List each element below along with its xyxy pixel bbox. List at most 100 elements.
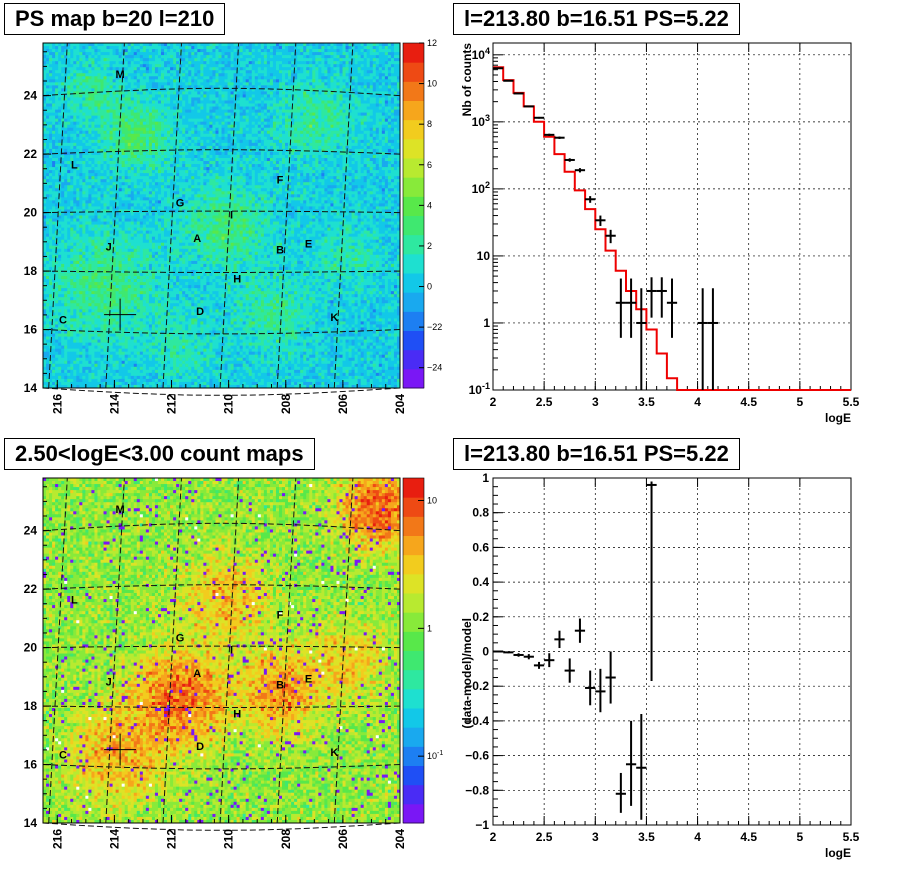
colorbar-band (403, 253, 424, 274)
colorbar-band (403, 330, 424, 351)
map-frame (42, 477, 401, 824)
graticule-lon-line (105, 42, 125, 389)
graticule-lat-line (42, 522, 401, 532)
y-tick-label: 10-1 (469, 381, 490, 397)
data-point (595, 215, 606, 226)
y-tick-label: 0 (482, 645, 489, 659)
source-label-f: F (277, 174, 284, 186)
data-point (636, 288, 647, 390)
source-label-l: L (71, 595, 78, 607)
data-points (493, 67, 719, 390)
x-tick-label: 3 (592, 830, 599, 844)
data-points (493, 481, 657, 820)
colorbar-tick-label: 0 (427, 282, 432, 292)
graticule-lon-line (162, 477, 182, 824)
colorbar-band (403, 119, 424, 140)
data-point (666, 278, 678, 338)
map-cells (43, 478, 401, 824)
x-tick-label: 214 (107, 394, 121, 414)
graticule-lat-line (42, 329, 401, 335)
source-label-g: G (176, 198, 185, 210)
x-tick-label: 212 (165, 829, 179, 849)
colorbar-band (403, 478, 424, 498)
x-tick-label: 210 (222, 394, 236, 414)
graticule-lon-line (219, 477, 240, 824)
colorbar-tick-label: 10-1 (427, 750, 443, 761)
graticule-lat-line (42, 764, 401, 770)
source-label-f: F (277, 609, 284, 621)
graticule-lat-line (42, 149, 401, 155)
x-tick-label: 2 (490, 830, 497, 844)
colorbar-band (403, 273, 424, 293)
x-tick-label: 4.5 (740, 395, 757, 409)
colorbar-band (403, 311, 424, 331)
colorbar-tick-label: 1 (427, 623, 432, 633)
data-point (615, 772, 626, 813)
x-axis-label: logE (825, 411, 851, 425)
source-label-i: I (230, 644, 233, 656)
map-ticks (43, 51, 401, 389)
colorbar-band (403, 349, 424, 370)
colorbar-band (403, 158, 424, 178)
residual-panel: 2 2.5 3 3.5 4 4.5 5 5.5 −1 −0.8 −0.6 −0.4 −0.2 0 0.2 0.… (449, 435, 898, 871)
y-tick-label: 14 (24, 381, 38, 395)
colorbar-band (403, 234, 424, 255)
y-tick-label: 18 (24, 264, 38, 278)
ps-map-title: PS map b=20 l=210 (4, 3, 226, 35)
y-tick-label: 16 (24, 758, 38, 772)
spectrum-title: l=213.80 b=16.51 PS=5.22 (453, 3, 740, 35)
colorbar-band (403, 650, 424, 671)
source-label-h: H (233, 709, 241, 721)
ps-map-panel: 14 16 18 20 22 24 216 214 212 210 208 206 204 M L F G I A E… (0, 0, 449, 435)
y-tick-label: 10 (477, 249, 491, 263)
data-point (523, 654, 534, 660)
colorbar-tick-label: 12 (427, 38, 437, 48)
count-map-title: 2.50<logE<3.00 count maps (4, 438, 315, 470)
y-axis-label: (data-model)/model (460, 618, 474, 729)
data-point (697, 288, 708, 390)
colorbar-band (403, 669, 424, 690)
colorbar-band (403, 292, 424, 312)
colorbar-band (403, 535, 424, 556)
plot-area (493, 43, 851, 390)
graticule-lon-line (276, 477, 297, 824)
x-tick-label: 2 (490, 395, 497, 409)
x-tick-label: 216 (50, 394, 64, 414)
y-tick-label: 1 (482, 471, 489, 485)
data-point (554, 630, 565, 649)
colorbar-band (403, 62, 424, 82)
graticule-lat-line (42, 705, 401, 708)
y-tick-label: −0.6 (465, 749, 489, 763)
count-map-panel: 14 16 18 20 22 24 216 214 212 210 208 206 204 M L F G I A E… (0, 435, 449, 871)
source-label-i: I (230, 209, 233, 221)
y-tick-label: 20 (24, 641, 38, 655)
data-point (513, 92, 524, 95)
y-tick-label: −0.4 (465, 714, 489, 728)
colorbar-band (403, 196, 424, 216)
data-point (625, 720, 637, 806)
colorbar-tick-label: 10 (427, 496, 437, 506)
source-label-m: M (116, 504, 125, 516)
colorbar-band (403, 688, 424, 709)
source-label-d: D (196, 741, 204, 753)
y-tick-label: −0.2 (465, 679, 489, 693)
colorbar-tick-label: 10 (427, 79, 437, 89)
graticule-lon-line (219, 42, 240, 389)
data-point (605, 651, 616, 704)
graticule-lat-line (42, 645, 401, 649)
colorbar-frame (402, 477, 425, 824)
x-tick-label: 5 (797, 395, 804, 409)
colorbar-band (403, 368, 424, 389)
source-label-l: L (71, 160, 78, 172)
source-label-h: H (233, 274, 241, 286)
y-axis-label: Nb of counts (460, 43, 474, 117)
y-tick-label: 0.8 (472, 506, 489, 520)
colorbar-tick-label: 6 (427, 160, 432, 170)
x-tick-label: 4 (694, 395, 701, 409)
data-point (595, 668, 606, 713)
colorbar-band (403, 43, 424, 63)
graticule-lon-line (276, 42, 297, 389)
y-tick-label: 0.4 (472, 575, 489, 589)
data-point (544, 653, 555, 668)
map-cells (43, 43, 401, 389)
